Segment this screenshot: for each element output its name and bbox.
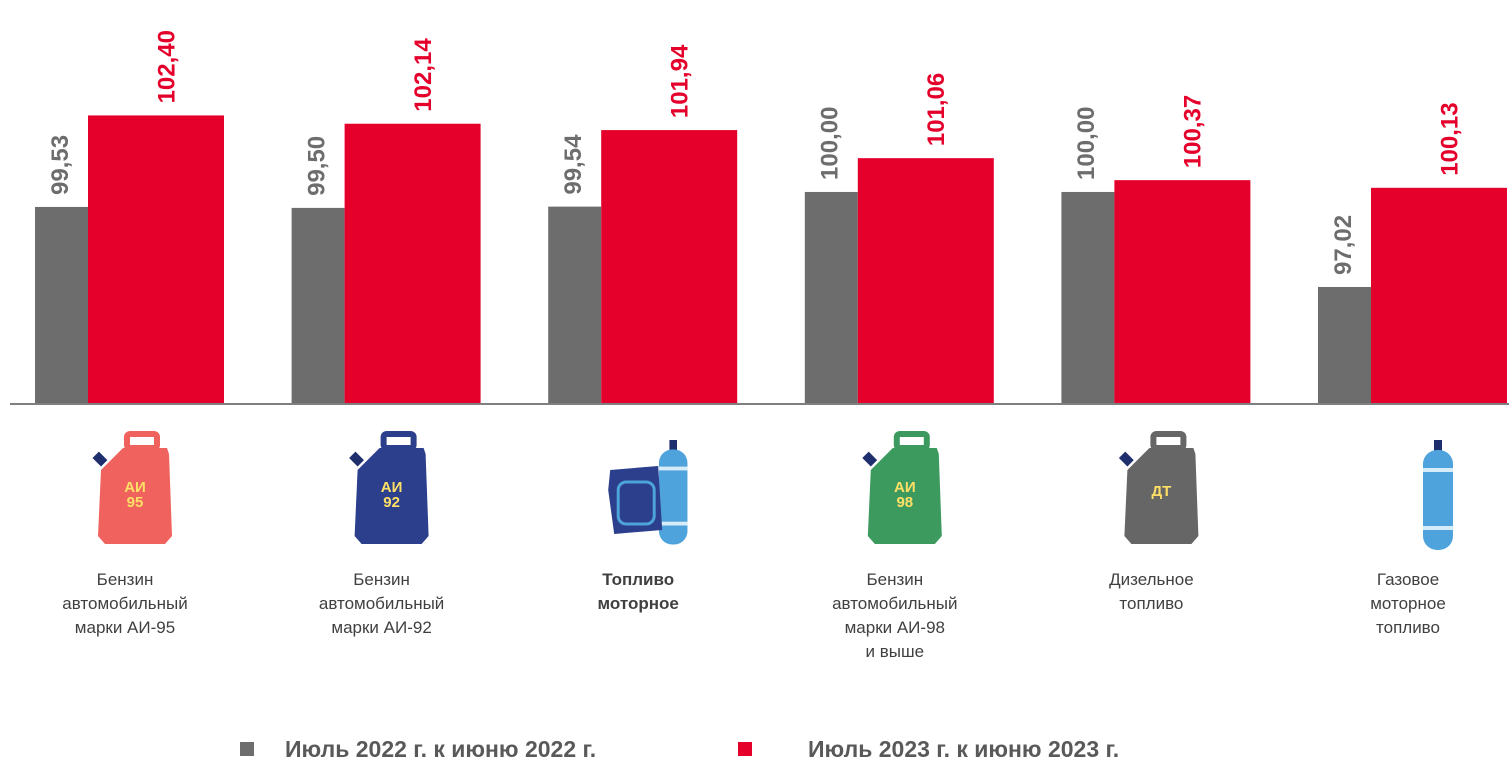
bar	[344, 123, 481, 404]
valve	[1434, 440, 1442, 452]
band	[658, 521, 688, 526]
icon: АИ 92	[349, 431, 429, 544]
category-label: Бензин автомобильный марки АИ-95	[62, 570, 188, 637]
value-label: 102,14	[410, 38, 437, 112]
legend-label: Июль 2023 г. к июню 2023 г.	[808, 736, 1120, 762]
bar	[601, 130, 738, 404]
legend-swatch	[738, 742, 752, 756]
value-label: 100,13	[1436, 102, 1463, 175]
category-label: Бензин автомобильный марки АИ-98 и выше	[832, 570, 958, 661]
category-label: Топливо моторное	[597, 570, 679, 613]
band	[1423, 526, 1453, 530]
icon	[608, 440, 688, 545]
bar	[1114, 180, 1251, 404]
category-label: Бензин автомобильный марки АИ-92	[318, 570, 445, 637]
legend-swatch	[240, 742, 254, 756]
can-inset	[616, 480, 656, 526]
legend-label: Июль 2022 г. к июню 2022 г.	[285, 736, 597, 762]
bar	[1061, 191, 1115, 404]
bar	[88, 115, 224, 404]
spout	[92, 451, 108, 467]
category-label: Дизельное топливо	[1109, 570, 1194, 613]
can-body	[1124, 448, 1199, 544]
icon-label: ДТ	[1151, 483, 1171, 500]
value-label: 99,50	[303, 136, 330, 196]
icon: АИ 98	[862, 431, 942, 544]
value-label: 100,00	[1073, 107, 1100, 180]
handle	[380, 431, 417, 451]
valve	[669, 440, 677, 452]
bar	[857, 158, 994, 404]
can-body	[867, 448, 942, 544]
value-label: 102,40	[153, 30, 180, 103]
handle	[1150, 431, 1187, 451]
band	[1423, 468, 1453, 472]
bar	[291, 207, 345, 404]
icon-label: АИ 95	[124, 479, 146, 511]
bar	[1318, 286, 1371, 404]
value-label: 101,06	[923, 73, 950, 146]
value-label: 101,94	[667, 44, 694, 118]
icon: ДТ	[1118, 431, 1199, 544]
value-label: 97,02	[1330, 215, 1357, 275]
bar	[548, 206, 602, 404]
spout	[1118, 451, 1134, 467]
band	[658, 466, 688, 471]
value-label: 100,00	[817, 107, 844, 180]
value-label: 99,54	[560, 134, 587, 195]
icon-label: АИ 92	[381, 479, 403, 511]
cylinder-body	[658, 449, 688, 545]
handle	[893, 431, 930, 451]
spout	[349, 451, 364, 467]
icon: АИ 95	[92, 431, 172, 544]
value-label: 100,37	[1180, 95, 1207, 168]
bar	[1371, 187, 1507, 404]
bar	[35, 206, 88, 404]
value-label: 99,53	[47, 135, 74, 195]
can-body	[98, 448, 172, 544]
category-label: Газовое моторное топливо	[1370, 570, 1446, 637]
icon	[1423, 440, 1453, 550]
cylinder-body	[1423, 450, 1453, 550]
icon-label: АИ 98	[894, 479, 916, 511]
spout	[862, 451, 878, 467]
bar	[804, 191, 858, 404]
can-body	[354, 448, 429, 544]
handle	[124, 431, 160, 451]
